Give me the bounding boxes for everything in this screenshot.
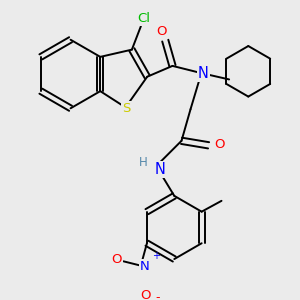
Text: Cl: Cl: [137, 12, 150, 25]
Text: N: N: [154, 162, 165, 177]
Text: N: N: [140, 260, 150, 273]
Text: O: O: [156, 25, 167, 38]
Text: O: O: [214, 138, 225, 151]
Text: N: N: [198, 66, 208, 81]
Text: +: +: [152, 251, 160, 261]
Text: -: -: [155, 291, 160, 300]
Text: H: H: [139, 156, 148, 169]
Text: S: S: [122, 102, 130, 115]
Text: O: O: [140, 289, 150, 300]
Text: O: O: [111, 253, 122, 266]
